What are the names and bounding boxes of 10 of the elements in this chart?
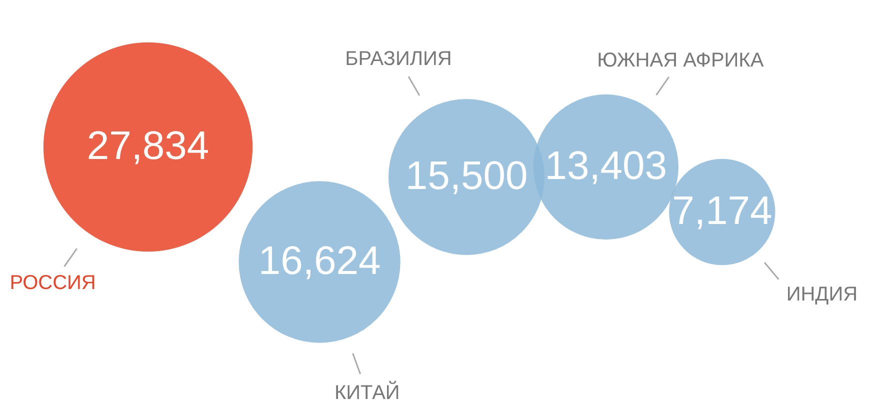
category-label: РОССИЯ xyxy=(10,272,96,294)
category-label: ЮЖНАЯ АФРИКА xyxy=(597,50,764,72)
data-label: 16,624 xyxy=(258,239,381,283)
category-label: БРАЗИЛИЯ xyxy=(345,48,452,70)
category-label: КИТАЙ xyxy=(334,380,400,404)
data-label: 27,834 xyxy=(86,124,210,168)
data-label: 13,403 xyxy=(544,144,668,188)
data-label: 7,174 xyxy=(672,189,772,233)
data-label: 15,500 xyxy=(405,154,528,198)
category-label: ИНДИЯ xyxy=(786,284,858,306)
